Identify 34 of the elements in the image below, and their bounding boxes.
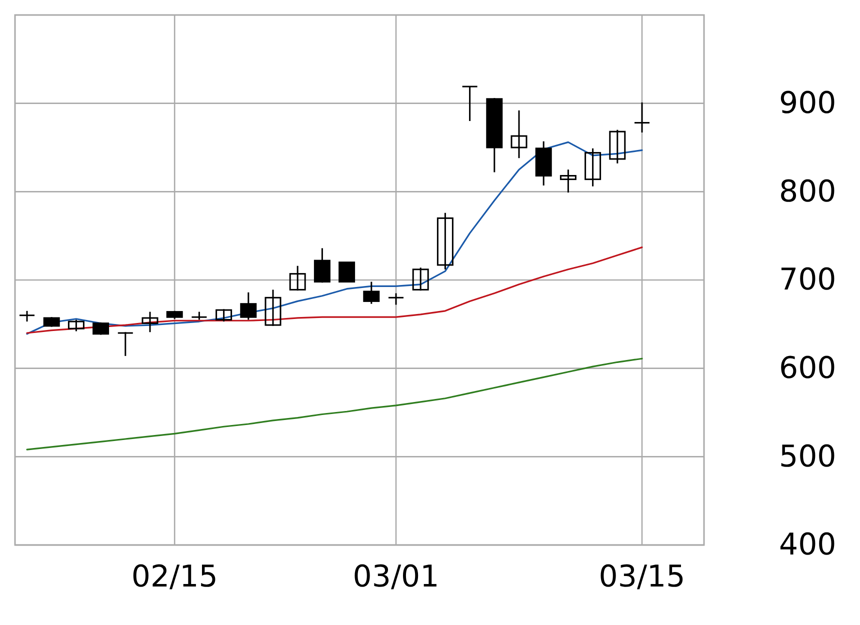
candlestick [560,168,576,194]
candlestick [584,148,602,188]
y-tick-label: 700 [779,262,836,298]
candlestick [314,247,330,284]
y-tick-label: 900 [779,86,836,121]
candlestick [462,86,478,122]
candlestick [68,319,84,332]
candlestick [117,331,134,357]
candlestick [510,110,528,159]
y-tick-label: 800 [779,174,836,210]
y-tick-label: 500 [779,439,836,474]
line-series [26,358,643,450]
candlestick [609,129,626,164]
candlestick [240,292,257,320]
candlestick [388,292,404,306]
candlestick [412,266,429,292]
candlestick [264,288,282,327]
candlestick [289,265,306,292]
y-tick-label: 400 [779,528,836,563]
candlestick [634,102,650,134]
line-series [26,141,643,335]
candlestick [338,262,356,283]
x-tick-label: 02/15 [131,559,218,594]
x-tick-label: 03/01 [352,559,440,594]
candlestick [92,322,110,336]
candlestick [363,281,380,305]
candlestick [142,311,158,333]
candlestick [216,308,232,322]
candlestick [436,212,454,270]
candlestick [43,316,60,328]
candlestick [18,310,36,322]
line-series [26,246,643,334]
y-tick-label: 600 [779,350,836,386]
x-tick-label: 03/15 [598,559,686,594]
